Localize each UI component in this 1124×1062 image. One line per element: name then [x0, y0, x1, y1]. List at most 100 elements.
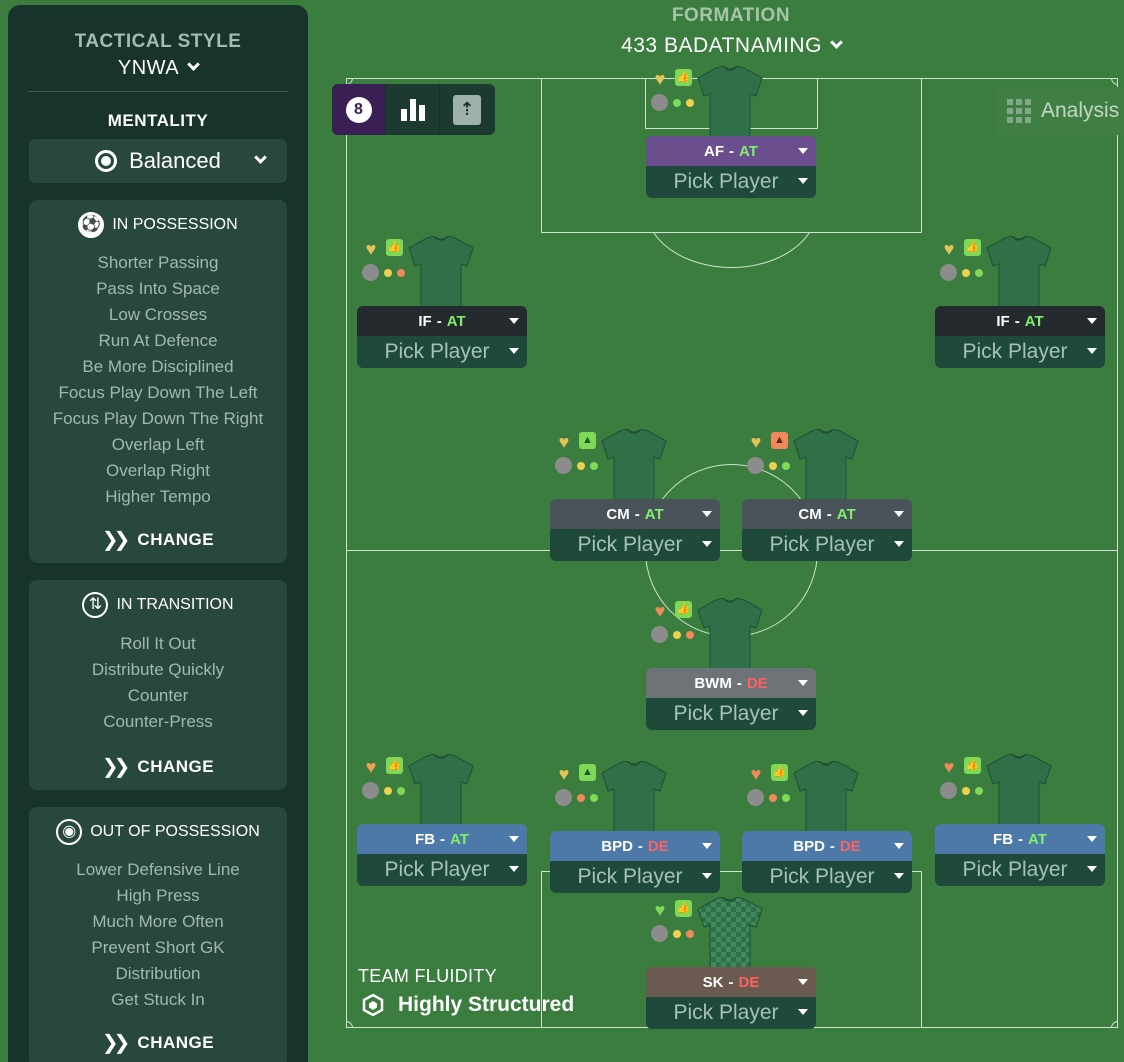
tactics-sidebar: TACTICAL STYLE YNWA MENTALITY Balanced ⚽… [8, 5, 308, 1062]
view-toolbar: 8 ⇡ [332, 84, 495, 135]
status-dot [769, 794, 777, 802]
role-separator: - [736, 674, 742, 692]
caret-down-icon [702, 511, 712, 517]
in-possession-title: IN POSSESSION [112, 216, 238, 233]
pick-player-dropdown[interactable]: Pick Player [935, 336, 1105, 368]
pick-player-dropdown[interactable]: Pick Player [646, 698, 816, 730]
instruction-item: Low Crosses [108, 305, 208, 324]
instruction-item: Get Stuck In [111, 990, 205, 1009]
panel-title: ◉ OUT OF POSSESSION [29, 819, 287, 845]
out-of-possession-title: OUT OF POSSESSION [90, 823, 260, 840]
chevron-down-icon [830, 36, 843, 49]
status-dot [384, 787, 392, 795]
role-dropdown[interactable]: FB - AT [935, 824, 1105, 854]
role-dropdown[interactable]: CM - AT [742, 499, 912, 529]
role-dropdown[interactable]: AF - AT [646, 136, 816, 166]
role-dropdown[interactable]: FB - AT [357, 824, 527, 854]
pick-player-dropdown[interactable]: Pick Player [357, 854, 527, 886]
team-fluidity-value: Highly Structured [362, 993, 574, 1017]
instruction-item: Be More Disciplined [82, 357, 234, 376]
pick-player-dropdown[interactable]: Pick Player [646, 166, 816, 198]
instruction-item: Focus Play Down The Left [58, 383, 258, 402]
shirt-icon [985, 753, 1053, 828]
status-dot [962, 787, 970, 795]
player-slot-cm[interactable]: ♥ ▲ CM - AT Pick Player [550, 428, 720, 561]
formation-dropdown[interactable]: 433 BADATNAMING [590, 34, 872, 58]
analysis-button[interactable]: Analysis [995, 87, 1124, 135]
caret-down-icon [1087, 348, 1097, 354]
instruction-item: Overlap Left [111, 435, 205, 454]
shirt-icon [696, 65, 764, 140]
role-dropdown[interactable]: CM - AT [550, 499, 720, 529]
pick-player-dropdown[interactable]: Pick Player [550, 529, 720, 561]
pick-player-dropdown[interactable]: Pick Player [742, 529, 912, 561]
role-dropdown[interactable]: BWM - DE [646, 668, 816, 698]
out-of-possession-options: Lower Defensive Line High Press Much Mor… [29, 857, 287, 1013]
football-icon: ⚽ [78, 212, 105, 238]
player-slot-af[interactable]: ♥ 👍 AF - AT Pick Player [646, 65, 816, 198]
status-dot [577, 794, 585, 802]
pick-player-dropdown[interactable]: Pick Player [550, 861, 720, 893]
pick-player-dropdown[interactable]: Pick Player [357, 336, 527, 368]
role-label: BPD [793, 837, 825, 855]
mentality-icon [95, 150, 118, 172]
change-label: CHANGE [137, 756, 215, 776]
double-chevron-right-icon: ❯❯ [101, 756, 130, 778]
role-dropdown[interactable]: SK - DE [646, 967, 816, 997]
shirt-icon [792, 428, 860, 503]
pick-player-dropdown[interactable]: Pick Player [646, 997, 816, 1029]
caret-down-icon [509, 836, 519, 842]
chevron-down-icon [187, 58, 200, 71]
out-of-possession-change-button[interactable]: ❯❯ CHANGE [29, 1030, 287, 1055]
caret-down-icon [509, 318, 519, 324]
status-dot [782, 794, 790, 802]
in-possession-change-button[interactable]: ❯❯ CHANGE [29, 527, 287, 552]
player-slot-fb[interactable]: ♥ 👍 FB - AT Pick Player [357, 753, 527, 886]
arrow-up-icon: ▲ [579, 764, 596, 781]
status-dot [782, 462, 790, 470]
pick-player-label: Pick Player [962, 858, 1068, 881]
role-label: SK [702, 973, 724, 991]
role-dropdown[interactable]: BPD - DE [550, 831, 720, 861]
player-slot-if[interactable]: ♥ 👍 IF - AT Pick Player [935, 235, 1105, 368]
heart-icon: ♥ [654, 900, 666, 920]
in-transition-change-button[interactable]: ❯❯ CHANGE [29, 754, 287, 779]
status-dot [590, 794, 598, 802]
role-label: CM [798, 505, 822, 523]
duty-label: AT [739, 142, 758, 160]
mentality-dropdown[interactable]: Balanced [29, 139, 287, 183]
tactical-style-dropdown[interactable]: YNWA [8, 57, 308, 80]
pick-player-dropdown[interactable]: Pick Player [742, 861, 912, 893]
pick-player-dropdown[interactable]: Pick Player [935, 854, 1105, 886]
pick-player-label: Pick Player [962, 340, 1068, 363]
double-chevron-right-icon: ❯❯ [101, 1032, 130, 1054]
stats-view-button[interactable] [386, 84, 440, 135]
caret-down-icon [1087, 318, 1097, 324]
arrow-up-icon: ▲ [579, 432, 596, 449]
caret-down-icon [894, 843, 904, 849]
player-slot-bpd[interactable]: ♥ ▲ BPD - DE Pick Player [550, 760, 720, 893]
role-dropdown[interactable]: IF - AT [357, 306, 527, 336]
shirt-icon [600, 428, 668, 503]
status-dot [651, 925, 668, 942]
role-label: IF [418, 312, 432, 330]
shirt-icon [407, 235, 475, 310]
thumbs-up-icon: 👍 [964, 757, 981, 774]
player-slot-bpd[interactable]: ♥ 👍 BPD - DE Pick Player [742, 760, 912, 893]
player-slot-sk[interactable]: ♥ 👍 SK - DE Pick Player [646, 896, 816, 1029]
player-slot-cm[interactable]: ♥ ▲ CM - AT Pick Player [742, 428, 912, 561]
role-dropdown[interactable]: IF - AT [935, 306, 1105, 336]
upload-button[interactable]: ⇡ [440, 84, 494, 135]
player-slot-if[interactable]: ♥ 👍 IF - AT Pick Player [357, 235, 527, 368]
status-dot [673, 99, 681, 107]
double-chevron-right-icon: ❯❯ [101, 529, 130, 551]
role-label: IF [996, 312, 1010, 330]
role-dropdown[interactable]: BPD - DE [742, 831, 912, 861]
player-view-button[interactable]: 8 [332, 84, 386, 135]
thumbs-up-icon: 👍 [675, 900, 692, 917]
player-slot-bwm[interactable]: ♥ 👍 BWM - DE Pick Player [646, 597, 816, 730]
shirt-icon [600, 760, 668, 835]
status-dot [747, 789, 764, 806]
status-dot [747, 457, 764, 474]
player-slot-fb[interactable]: ♥ 👍 FB - AT Pick Player [935, 753, 1105, 886]
